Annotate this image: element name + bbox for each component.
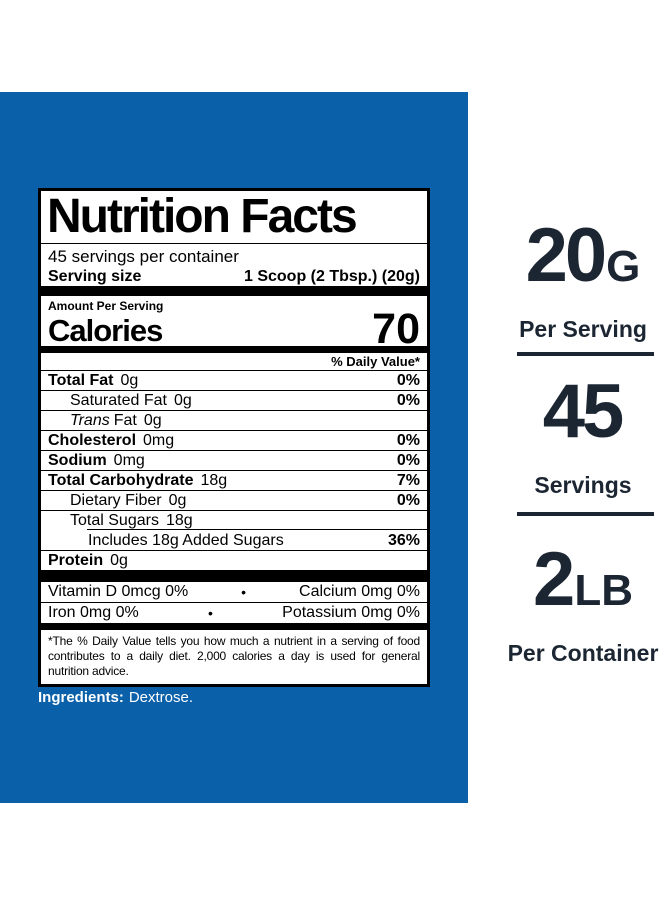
stat-per-container-number: 2LB [500, 542, 660, 633]
nutrient-name: Fat [113, 412, 137, 429]
nutrient-amount: 18g [200, 472, 228, 489]
nutrient-dv: 0% [396, 492, 420, 509]
daily-value-header: % Daily Value* [41, 353, 427, 371]
nutrient-amount: 0mg [113, 452, 145, 469]
stat-per-serving-number: 20G [500, 218, 660, 309]
thick-separator-bar [41, 570, 427, 582]
micronutrient-right: Potassium 0mg 0% [282, 604, 420, 621]
stats-divider [517, 512, 654, 516]
ingredients-value: Dextrose. [128, 689, 194, 706]
nutrient-row-cholesterol: Cholesterol 0mg 0% [41, 431, 427, 451]
nutrient-row-trans-fat: Trans Fat 0g [41, 411, 427, 431]
nutrient-row-total-sugars: Total Sugars 18g [41, 511, 427, 531]
nutrient-amount: 0g [173, 392, 192, 409]
nutrient-name: Total Sugars [70, 512, 159, 529]
stats-divider [517, 352, 654, 356]
micronutrient-row-2: Iron 0mg 0% • Potassium 0mg 0% [41, 603, 427, 623]
nutrient-row-total-fat: Total Fat 0g 0% [41, 371, 427, 391]
nutrient-dv: 0% [396, 452, 420, 469]
micronutrient-right: Calcium 0mg 0% [299, 583, 420, 600]
nutrient-row-sodium: Sodium 0mg 0% [41, 451, 427, 471]
stat-caption: Per Container [507, 640, 659, 666]
title-rule [41, 243, 427, 244]
medium-separator-bar [41, 623, 427, 630]
nutrient-dv: 0% [396, 392, 420, 409]
nutrient-amount: 0g [110, 552, 128, 569]
ingredients-label: Ingredients: [38, 689, 124, 706]
stat-unit: G [606, 242, 641, 291]
amount-per-serving-label: Amount Per Serving [48, 299, 164, 313]
calories-row: Calories 70 [41, 305, 427, 353]
stat-per-container: 2LB Per Container [500, 542, 660, 667]
nutrient-name: Saturated Fat [70, 392, 167, 409]
serving-size-value: 1 Scoop (2 Tbsp.) (20g) [243, 268, 420, 285]
nutrient-amount: 0g [168, 492, 187, 509]
nutrient-row-saturated-fat: Saturated Fat 0g 0% [41, 391, 427, 411]
thick-separator-bar [41, 286, 427, 296]
nutrient-row-added-sugars: Includes 18g Added Sugars 36% [41, 531, 427, 551]
nutrient-dv: 0% [396, 372, 420, 389]
nutrient-name: Sodium [48, 452, 107, 469]
micronutrient-left: Iron 0mg 0% [48, 604, 139, 621]
nutrient-amount: 18g [165, 512, 193, 529]
stat-value: 20 [525, 213, 608, 298]
nutrient-name: Protein [48, 552, 104, 569]
nutrient-amount: 0g [143, 412, 162, 429]
serving-size-label: Serving size [48, 268, 142, 285]
stat-unit: LB [574, 566, 633, 615]
micronutrient-left: Vitamin D 0mcg 0% [48, 583, 189, 600]
nutrient-name: Includes 18g Added Sugars [88, 532, 284, 549]
medium-separator-bar [41, 346, 427, 353]
stat-value: 45 [542, 369, 625, 454]
bullet-separator: • [207, 605, 213, 621]
nutrition-facts-title: Nutrition Facts [47, 190, 358, 243]
nutrient-row-total-carbohydrate: Total Carbohydrate 18g 7% [41, 471, 427, 491]
stat-value: 2 [533, 537, 575, 622]
calories-value: 70 [372, 305, 420, 353]
stat-caption: Per Serving [519, 316, 647, 342]
nutrient-amount: 0mg [143, 432, 175, 449]
nutrient-name: Dietary Fiber [70, 492, 162, 509]
micronutrient-row-1: Vitamin D 0mcg 0% • Calcium 0mg 0% [41, 582, 427, 603]
serving-size-row: Serving size 1 Scoop (2 Tbsp.) (20g) [41, 267, 427, 286]
nutrient-row-protein: Protein 0g [41, 551, 427, 570]
nutrient-dv: 0% [396, 432, 420, 449]
servings-per-container: 45 servings per container [48, 247, 239, 266]
ingredients-line: Ingredients: Dextrose. [38, 689, 193, 707]
indented-hairline [87, 529, 427, 530]
bullet-separator: • [241, 584, 247, 600]
stat-servings-number: 45 [500, 374, 660, 465]
daily-value-footnote: *The % Daily Value tells you how much a … [48, 634, 420, 678]
stat-per-serving: 20G Per Serving [500, 218, 660, 343]
nutrient-dv: 36% [387, 532, 420, 549]
nutrient-italic: Trans [70, 412, 110, 429]
calories-label: Calories [48, 313, 163, 348]
nutrient-name: Cholesterol [48, 432, 137, 449]
nutrient-amount: 0g [120, 372, 139, 389]
nutrition-facts-label: Nutrition Facts 45 servings per containe… [38, 188, 430, 687]
stat-caption: Servings [534, 472, 632, 498]
nutrient-name: Total Fat [48, 372, 114, 389]
stat-servings: 45 Servings [500, 374, 660, 499]
nutrient-name: Total Carbohydrate [48, 472, 194, 489]
nutrient-dv: 7% [396, 472, 420, 489]
nutrient-row-dietary-fiber: Dietary Fiber 0g 0% [41, 491, 427, 511]
